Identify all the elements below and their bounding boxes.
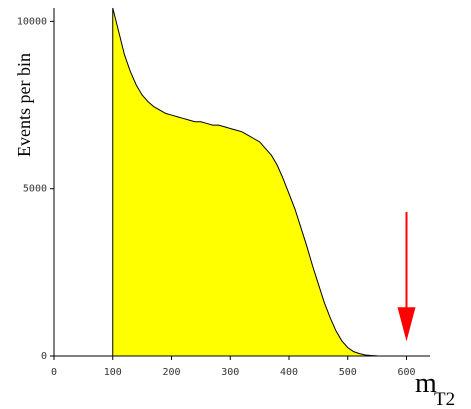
x-axis-label: m — [415, 368, 437, 399]
y-axis-ticks: 0 5000 10000 — [17, 16, 54, 362]
x-axis-ticks: 0 100 200 300 400 500 600 — [51, 356, 416, 378]
cut-arrow — [397, 212, 416, 342]
histogram-fill — [112, 8, 407, 356]
x-tick-label: 200 — [162, 367, 180, 378]
y-axis-label: Events per bin — [14, 53, 34, 157]
cut-arrow-head — [397, 307, 416, 342]
x-tick-label: 100 — [104, 367, 122, 378]
y-tick-label: 5000 — [23, 184, 47, 195]
x-tick-label: 300 — [221, 367, 239, 378]
x-tick-label: 0 — [51, 367, 57, 378]
y-tick-label: 10000 — [17, 16, 47, 27]
x-tick-label: 600 — [397, 367, 415, 378]
histogram-outline — [112, 7, 407, 357]
y-tick-label: 0 — [41, 351, 47, 362]
plot-area — [53, 7, 430, 357]
x-tick-label: 400 — [280, 367, 298, 378]
x-axis-label-subscript: T2 — [434, 389, 455, 409]
x-tick-label: 500 — [339, 367, 357, 378]
